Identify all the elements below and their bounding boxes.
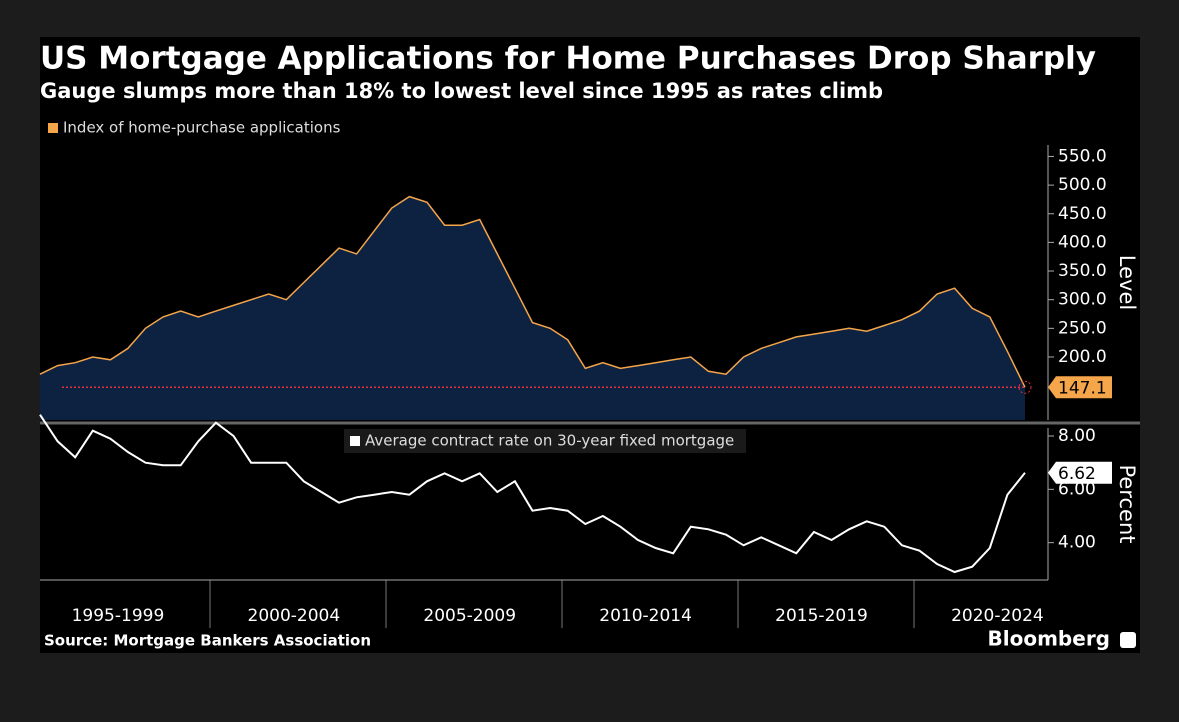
y-tick-label: 500.0: [1058, 175, 1107, 195]
x-tick-label: 2020-2024: [951, 606, 1044, 626]
x-tick-label: 2000-2004: [248, 606, 341, 626]
value-label-box: [1048, 461, 1112, 484]
y-tick-label: 450.0: [1058, 204, 1107, 224]
legend-label: Average contract rate on 30-year fixed m…: [365, 432, 734, 450]
brand: Bloomberg: [988, 627, 1110, 651]
y-tick-label: 200.0: [1058, 347, 1107, 367]
legend-swatch: [350, 436, 360, 446]
y-tick-label: 6.00: [1058, 479, 1096, 499]
value-label-box: [1048, 376, 1112, 399]
line: [39, 195, 1026, 388]
y-axis-label: Percent: [1115, 464, 1139, 543]
x-tick-label: 1995-1999: [72, 606, 165, 626]
y-tick-label: 550.0: [1058, 146, 1107, 166]
legend-swatch: [48, 123, 58, 133]
y-tick-label: 4.00: [1058, 533, 1096, 553]
value-label: 6.62: [1058, 464, 1096, 484]
line: [39, 414, 1026, 574]
y-tick-label: 8.00: [1058, 426, 1096, 446]
chart-title: US Mortgage Applications for Home Purcha…: [40, 41, 1096, 77]
y-tick-label: 350.0: [1058, 261, 1107, 281]
y-tick-label: 400.0: [1058, 232, 1107, 252]
source: Source: Mortgage Bankers Association: [44, 632, 371, 650]
y-tick-label: 300.0: [1058, 290, 1107, 310]
chart-subtitle: Gauge slumps more than 18% to lowest lev…: [40, 79, 883, 103]
x-tick-label: 2010-2014: [599, 606, 692, 626]
y-tick-label: 250.0: [1058, 318, 1107, 338]
x-tick-label: 2015-2019: [775, 606, 868, 626]
legend-label: Index of home-purchase applications: [63, 119, 341, 137]
y-axis-label: Level: [1115, 255, 1139, 310]
value-label: 147.1: [1058, 378, 1107, 398]
last-point: [1018, 380, 1032, 394]
x-tick-label: 2005-2009: [423, 606, 516, 626]
brand-icon: [1120, 632, 1136, 648]
legend-bg: [344, 429, 746, 453]
area: [40, 196, 1025, 420]
